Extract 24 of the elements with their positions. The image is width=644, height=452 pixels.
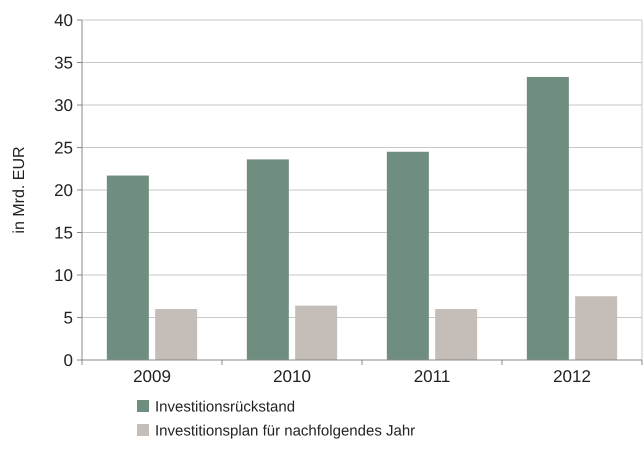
legend-label: Investitionsrückstand [155,398,296,416]
bar [155,309,198,360]
y-tick-label: 30 [54,96,73,115]
bar [386,152,429,360]
bar [295,306,338,360]
y-tick-label: 40 [54,10,73,30]
legend-label: Investitionsplan für nachfolgendes Jahr [155,422,416,440]
bar [435,309,478,360]
y-tick-label: 20 [54,180,73,200]
bar [575,296,618,360]
y-tick-label: 15 [54,223,73,242]
bar [106,176,149,360]
y-tick-label: 5 [64,308,73,328]
y-tick-label: 10 [54,266,73,285]
x-tick-label: 2010 [273,367,311,386]
x-tick-label: 2009 [133,367,171,386]
y-tick-label: 35 [54,53,73,72]
y-tick-label: 0 [64,350,73,370]
x-tick-label: 2011 [414,367,450,386]
bar [246,159,289,360]
y-tick-label: 25 [54,138,73,158]
bar [526,76,569,360]
x-tick-label: 2012 [553,367,591,386]
y-axis-title: in Mrd. EUR [11,146,28,234]
